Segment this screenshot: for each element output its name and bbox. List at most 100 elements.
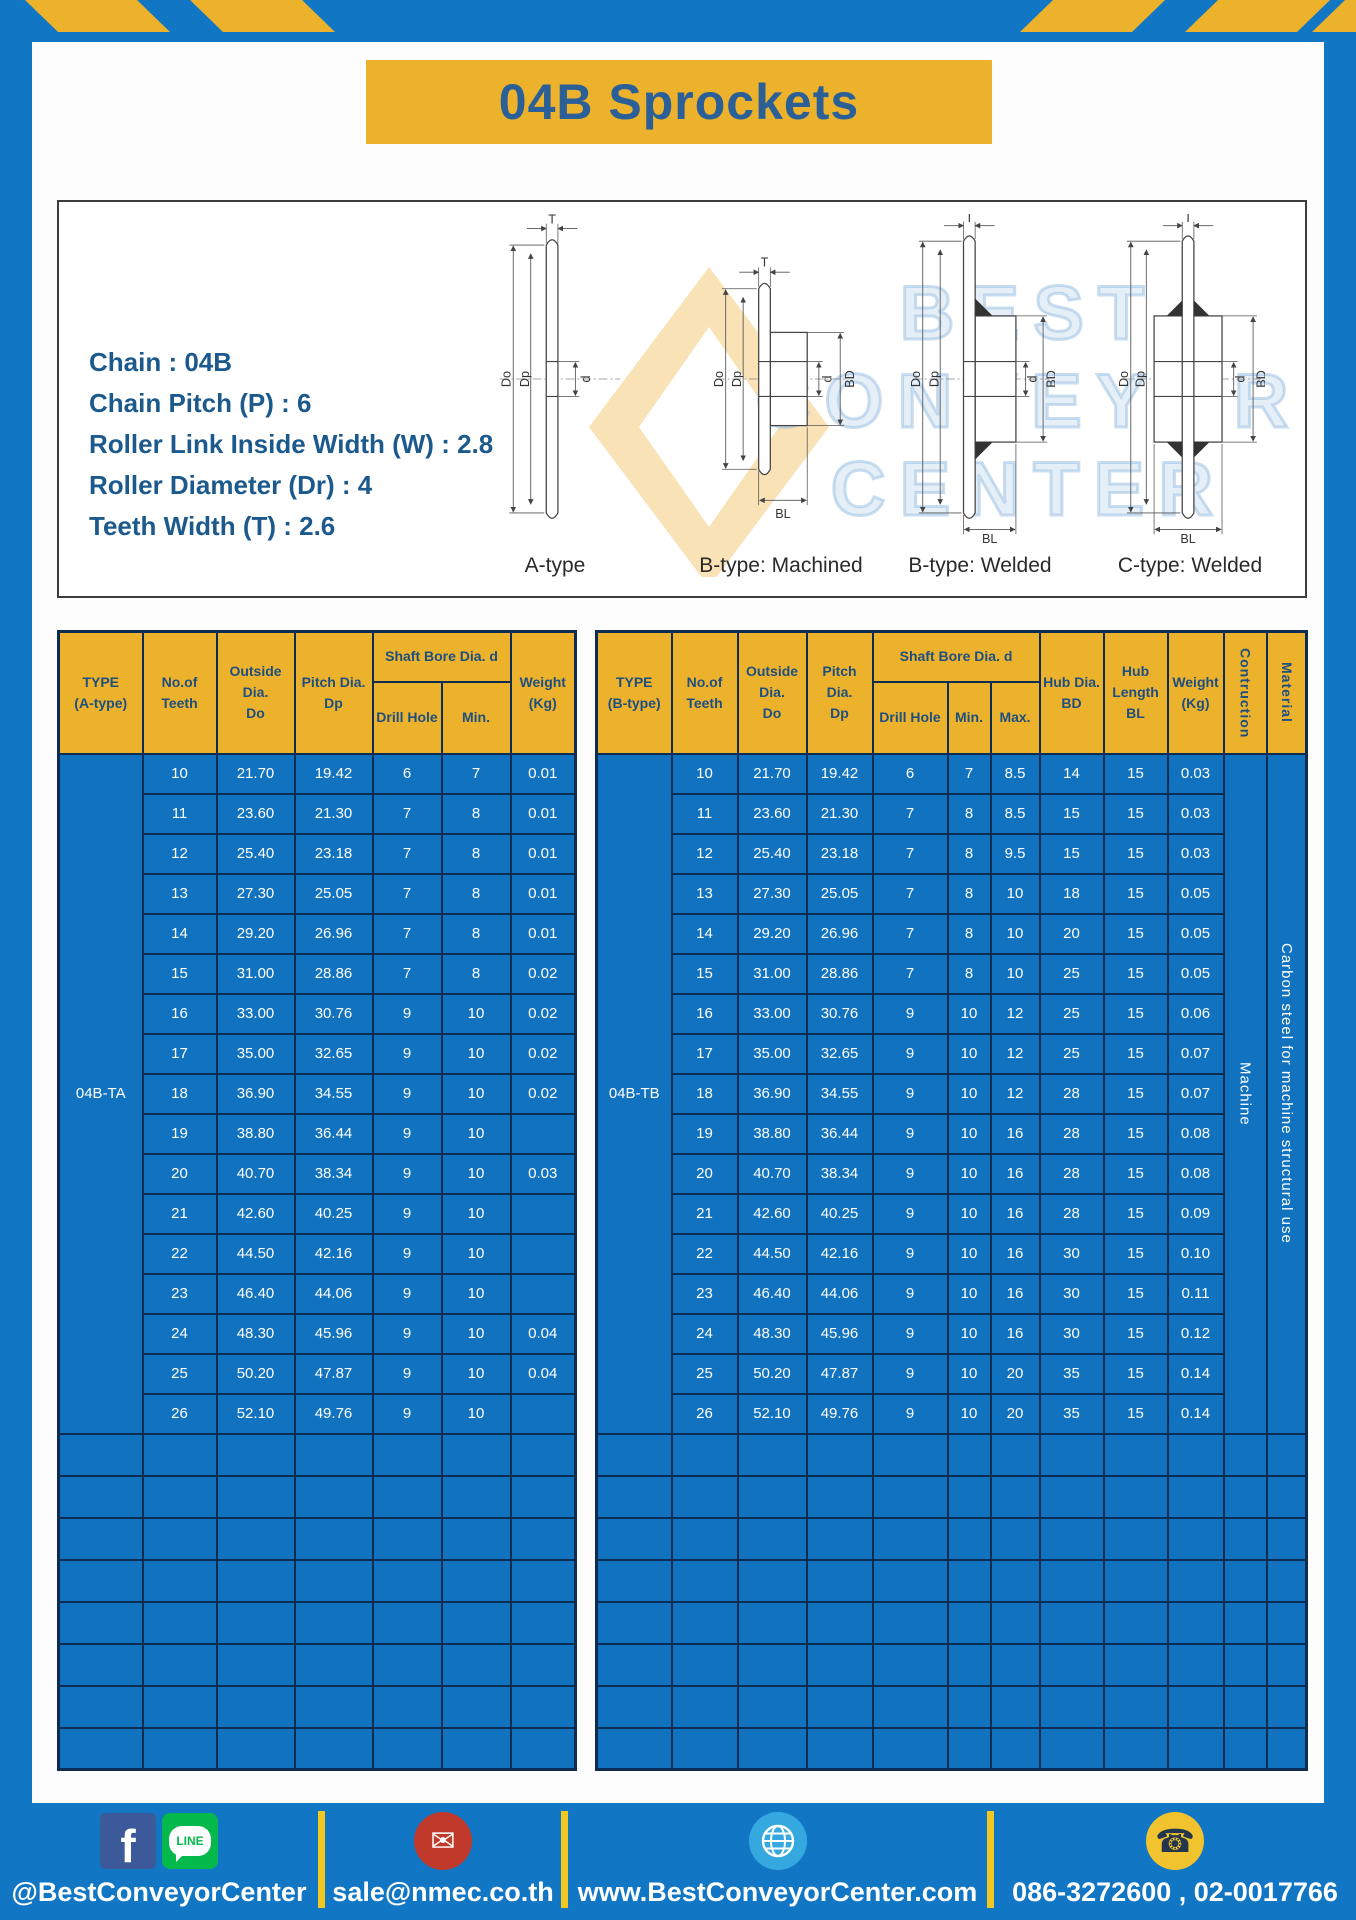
data-cell: 7 — [371, 832, 443, 875]
data-cell: 26.96 — [293, 912, 374, 955]
blank-cell — [57, 1726, 144, 1771]
page-title: 04B Sprockets — [498, 74, 860, 130]
blank-cell — [946, 1474, 992, 1519]
data-cell: 45.96 — [805, 1312, 874, 1355]
blank-cell — [1166, 1684, 1225, 1729]
paper: 04B Sprockets BEST CONVEYOR CENTER Chain… — [32, 42, 1324, 1803]
data-cell: 9 — [871, 1152, 949, 1195]
data-cell: 8 — [946, 832, 992, 875]
data-cell: 14 — [670, 912, 739, 955]
data-cell: 0.03 — [509, 1152, 577, 1195]
data-row: 24 48.30 45.96 9 10 16 30 15 0.12 — [597, 1312, 1307, 1355]
blank-cell — [595, 1684, 673, 1729]
blank-cell — [293, 1516, 374, 1561]
spec-panel: BEST CONVEYOR CENTER Chain : 04B Chain P… — [57, 200, 1307, 598]
data-cell: 0.08 — [1166, 1152, 1225, 1195]
data-cell: 8.5 — [989, 792, 1041, 835]
data-cell: 0.05 — [1166, 912, 1225, 955]
blank-cell — [1166, 1558, 1225, 1603]
data-cell: 7 — [371, 952, 443, 995]
blank-cell — [1038, 1474, 1105, 1519]
data-cell: 15 — [1102, 1312, 1169, 1355]
data-cell: 17 — [670, 1032, 739, 1075]
data-cell: 28.86 — [805, 952, 874, 995]
blank-cell — [1222, 1558, 1268, 1603]
col-header-material: Material — [1265, 630, 1308, 755]
data-cell: 42.60 — [736, 1192, 808, 1235]
data-cell: 47.87 — [293, 1352, 374, 1395]
blank-cell — [509, 1474, 577, 1519]
blank-cell — [1038, 1558, 1105, 1603]
blank-cell — [871, 1600, 949, 1645]
col-header-hub-dia: Hub Dia. BD — [1038, 630, 1105, 755]
svg-text:Do: Do — [1117, 371, 1131, 387]
blank-cell — [989, 1474, 1041, 1519]
blank-cell — [371, 1474, 443, 1519]
blank-cell — [736, 1600, 808, 1645]
data-row: 23 46.40 44.06 9 10 16 30 15 0.11 — [597, 1272, 1307, 1315]
data-cell: 10 — [440, 1352, 512, 1395]
blank-cell — [440, 1600, 512, 1645]
sprocket-section-c-welded: T Do Dp d BD — [1117, 211, 1269, 546]
data-cell: 25.40 — [215, 832, 296, 875]
data-cell: 24 — [141, 1312, 218, 1355]
data-cell: 10 — [141, 752, 218, 795]
blank-row — [595, 1474, 1308, 1519]
blank-cell — [57, 1558, 144, 1603]
data-row: 21 42.60 40.25 9 10 — [59, 1192, 577, 1235]
blank-cell — [1166, 1642, 1225, 1687]
blank-cell — [946, 1642, 992, 1687]
blank-cell — [871, 1642, 949, 1687]
blank-row — [595, 1558, 1308, 1603]
data-cell: 19.42 — [805, 752, 874, 795]
svg-text:d: d — [579, 375, 593, 382]
phone-numbers-text: 086-3272600 , 02-0017766 — [1012, 1877, 1338, 1907]
data-cell: 21.70 — [736, 752, 808, 795]
data-cell: 40.25 — [293, 1192, 374, 1235]
footer-divider — [987, 1811, 994, 1908]
blank-cell — [1102, 1684, 1169, 1729]
data-cell: 16 — [989, 1272, 1041, 1315]
data-cell: 44.50 — [215, 1232, 296, 1275]
data-cell: 32.65 — [293, 1032, 374, 1075]
data-cell: 10 — [946, 1352, 992, 1395]
data-cell: 9 — [371, 1152, 443, 1195]
data-cell: 10 — [440, 1032, 512, 1075]
data-cell: 35 — [1038, 1352, 1105, 1395]
footer-phone-icons: ☎ — [1146, 1811, 1204, 1871]
data-cell: 34.55 — [805, 1072, 874, 1115]
data-row: 18 36.90 34.55 9 10 12 28 15 0.07 — [597, 1072, 1307, 1115]
data-cell: 24 — [670, 1312, 739, 1355]
blank-cell — [509, 1516, 577, 1561]
data-cell: 15 — [1102, 1352, 1169, 1395]
data-cell: 21.30 — [293, 792, 374, 835]
data-cell: 12 — [989, 1032, 1041, 1075]
data-cell: 9 — [371, 1032, 443, 1075]
col-header-teeth: No.of Teeth — [670, 630, 739, 755]
blank-cell — [595, 1726, 673, 1771]
blank-cell — [736, 1684, 808, 1729]
blank-cell — [1102, 1558, 1169, 1603]
data-cell: 50.20 — [215, 1352, 296, 1395]
blank-cell — [1265, 1726, 1308, 1771]
blank-cell — [1102, 1432, 1169, 1477]
data-cell: 35.00 — [215, 1032, 296, 1075]
spec-line-teeth-width: Teeth Width (T) : 2.6 — [89, 511, 336, 541]
blank-cell — [989, 1726, 1041, 1771]
data-row: 04B-TA 10 21.70 19.42 6 7 0.01 — [57, 752, 577, 1435]
data-cell: 45.96 — [293, 1312, 374, 1355]
footer-contact-bar: f LINE @BestConveyorCenter ✉ sale@nmec.c… — [0, 1803, 1356, 1920]
blank-cell — [946, 1516, 992, 1561]
blank-cell — [371, 1642, 443, 1687]
blank-cell — [215, 1516, 296, 1561]
data-cell: 16 — [989, 1192, 1041, 1235]
data-cell: 0.07 — [1166, 1032, 1225, 1075]
data-row: 13 27.30 25.05 7 8 0.01 — [59, 872, 577, 915]
blank-cell — [371, 1726, 443, 1771]
blank-cell — [1222, 1642, 1268, 1687]
data-cell: 28.86 — [293, 952, 374, 995]
blank-cell — [1265, 1432, 1308, 1477]
blank-cell — [1265, 1600, 1308, 1645]
data-cell: 16 — [670, 992, 739, 1035]
blank-row — [57, 1558, 577, 1603]
